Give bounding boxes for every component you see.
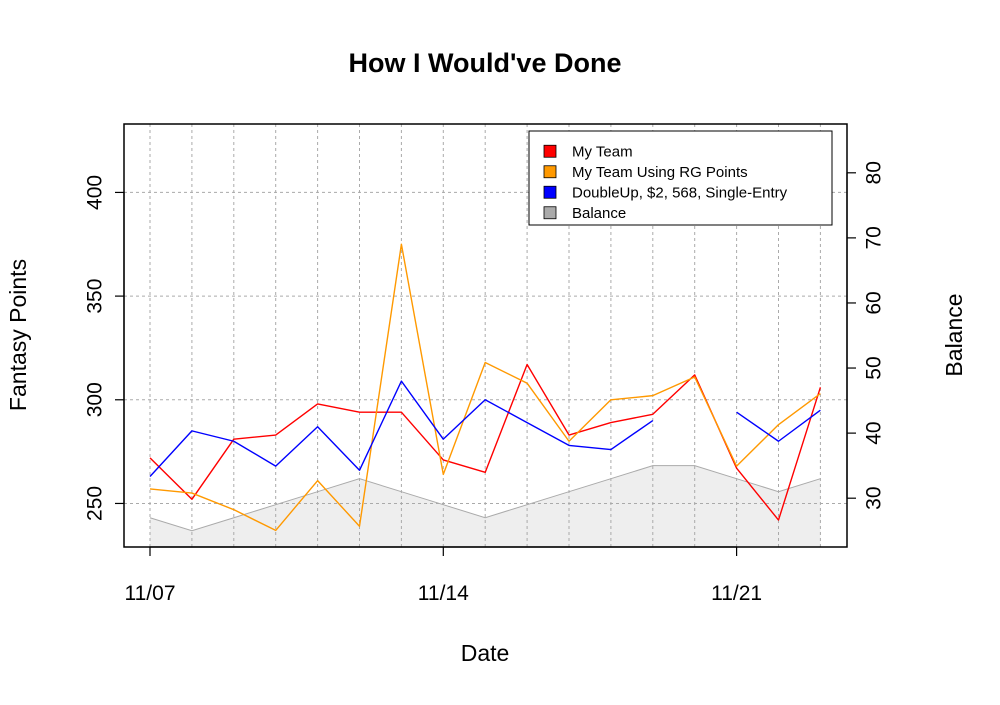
axes-layer: 250 300 350 400 30 40 50 60 70 80 11/07 11/14 11/21 [84,161,886,605]
legend-box [528,130,833,226]
x-axis-title: Date [461,640,510,666]
legend-label-doubleup-2-568-single-entry: DoubleUp, $2, 568, Single-Entry [572,184,788,201]
y-tick-label: 300 [84,382,107,417]
y-tick-label: 350 [84,279,107,314]
y2-tick-label: 80 [863,161,886,184]
x-tick-label: 11/21 [711,582,762,605]
x-tick-label: 11/07 [125,582,176,605]
legend-swatch-doubleup-2-568-single-entry [543,185,557,199]
grid-layer [124,124,847,547]
y2-tick-label: 60 [863,291,886,314]
my-team-using-rg-points-line [149,243,821,532]
legend-label-my-team: My Team [572,143,633,160]
legend-label-balance: Balance [572,205,626,222]
legend-label-my-team-using-rg-points: My Team Using RG Points [572,164,748,181]
legend-swatch-my-team-using-rg-points [543,165,557,179]
chart-title: How I Would've Done [349,48,622,78]
y2-tick-label: 40 [863,421,886,444]
doubleup-2-568-single-entry-line [736,409,821,442]
y2-tick-label: 30 [863,487,886,510]
doubleup-2-568-single-entry-line [149,380,654,477]
y-tick-label: 400 [84,175,107,210]
y2-axis-title: Balance [941,293,967,376]
x-tick-label: 11/14 [418,582,469,605]
legend-swatch-my-team [543,144,557,158]
legend: My Team My Team Using RG Points DoubleUp, … [528,130,833,226]
y2-tick-label: 50 [863,356,886,379]
balance-area-outline [149,465,821,532]
series-lines-layer [149,243,822,532]
legend-swatch-balance [543,206,557,220]
y-tick-label: 250 [84,486,107,521]
y2-tick-label: 70 [863,226,886,249]
y-axis-title: Fantasy Points [5,259,31,411]
